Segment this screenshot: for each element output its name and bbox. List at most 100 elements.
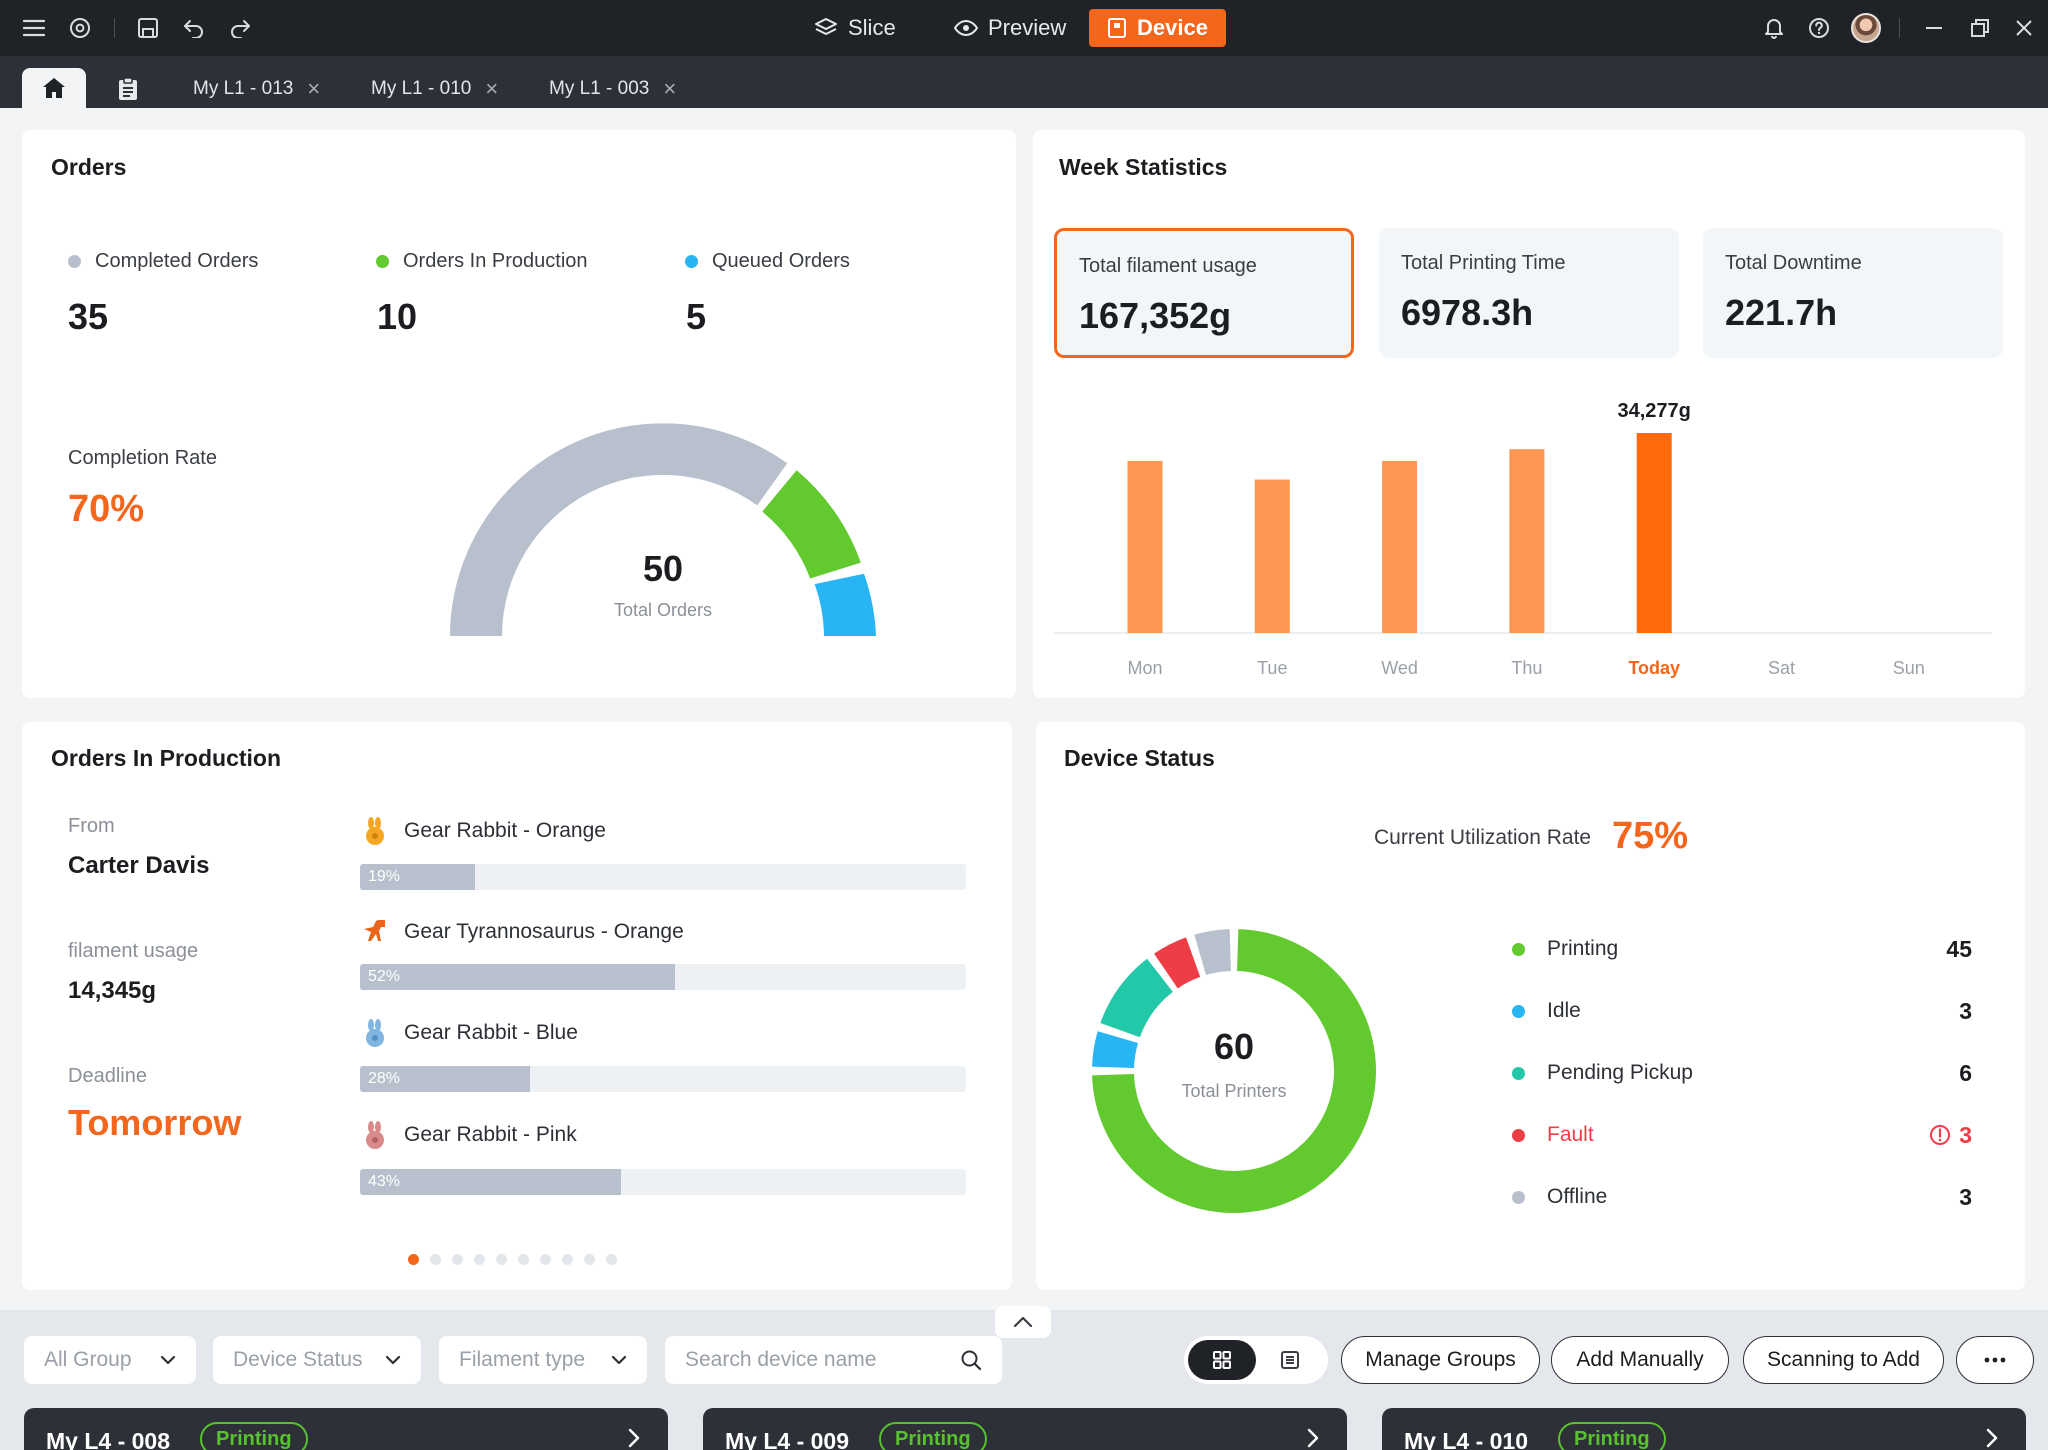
donut-segment[interactable] [1092,929,1376,1213]
filament-select[interactable]: Filament type [439,1336,647,1384]
deadline-label: Deadline [68,1065,147,1087]
save-icon[interactable] [134,14,162,42]
add-manually-button[interactable]: Add Manually [1551,1336,1729,1384]
chart-bar[interactable] [1636,433,1672,633]
in-production-value: 10 [377,296,418,337]
tab-device[interactable]: My L1 - 013 × [193,74,320,104]
tab-label: My L1 - 013 [193,78,294,99]
device-card[interactable]: My L4 - 008 Printing [24,1408,668,1450]
scan-to-add-button[interactable]: Scanning to Add [1743,1336,1944,1384]
production-card [22,722,1012,1290]
donut-segment[interactable] [1154,937,1201,989]
page-dot[interactable] [562,1254,573,1265]
collapse-panel-button[interactable] [995,1306,1051,1338]
mode-device-label: Device [1137,15,1208,40]
pagination-dots[interactable] [408,1254,617,1265]
downtime-stat[interactable]: Total Downtime 221.7h [1703,228,2003,358]
page-dot[interactable] [606,1254,617,1265]
chevron-right-icon[interactable] [628,1428,640,1448]
chart-bar[interactable] [1254,479,1290,633]
completed-orders-label: Completed Orders [68,250,258,273]
grid-icon [1213,1351,1231,1369]
group-select-value: All Group [44,1348,132,1371]
from-value: Carter Davis [68,852,210,879]
production-item: Gear Tyrannosaurus - Orange [360,917,684,947]
production-item: Gear Rabbit - Orange [360,816,606,846]
list-view-button[interactable] [1256,1340,1324,1380]
gauge-completed-segment [450,423,788,636]
stat-label-text: Queued Orders [712,250,850,272]
search-icon [961,1350,982,1371]
printing-time-stat[interactable]: Total Printing Time 6978.3h [1379,228,1679,358]
close-icon[interactable] [2010,14,2038,42]
tab-task-list[interactable] [108,72,148,106]
page-dot[interactable] [518,1254,529,1265]
divider [114,18,115,38]
tab-home[interactable] [22,68,86,108]
legend-dot [376,255,389,268]
tab-device[interactable]: My L1 - 003 × [549,74,676,104]
page-dot[interactable] [496,1254,507,1265]
chevron-down-icon [160,1355,176,1365]
search-input[interactable]: Search device name [665,1336,1002,1384]
legend-fault[interactable]: Fault 3 [1512,1120,1972,1150]
completed-orders-value: 35 [68,296,109,337]
manage-groups-button[interactable]: Manage Groups [1341,1336,1540,1384]
menu-icon[interactable] [20,14,48,42]
chevron-right-icon[interactable] [1986,1428,1998,1448]
page-dot[interactable] [474,1254,485,1265]
chart-bar[interactable] [1382,460,1418,633]
more-options-button[interactable] [1956,1336,2034,1384]
tab-device[interactable]: My L1 - 010 × [371,74,498,104]
close-tab-icon[interactable]: × [663,76,677,101]
help-icon[interactable] [1805,14,1833,42]
grid-view-button[interactable] [1188,1340,1256,1380]
chart-bar[interactable] [1127,460,1163,633]
legend-dot [1512,1128,1525,1142]
settings-icon[interactable] [66,14,94,42]
restore-icon[interactable] [1966,14,1994,42]
legend-idle: Idle 3 [1512,996,1972,1026]
bell-icon[interactable] [1760,14,1788,42]
page-dot[interactable] [584,1254,595,1265]
page-dot[interactable] [408,1254,419,1265]
stat-label: Total filament usage [1079,255,1257,277]
mode-slice-button[interactable]: Slice [796,9,914,47]
chevron-right-icon[interactable] [1307,1428,1319,1448]
page-dot[interactable] [430,1254,441,1265]
status-select[interactable]: Device Status [213,1336,421,1384]
page-dot[interactable] [452,1254,463,1265]
stat-label-text: Completed Orders [95,250,259,272]
chevron-up-icon [1013,1316,1033,1328]
minimize-icon[interactable] [1920,14,1948,42]
mode-preview-button[interactable]: Preview [936,9,1084,47]
mode-device-button[interactable]: Device [1089,9,1226,47]
avatar[interactable] [1851,13,1881,43]
group-select[interactable]: All Group [24,1336,196,1384]
production-progress-bar: 43% [360,1169,966,1195]
legend-label: Offline [1547,1185,1608,1208]
donut-segment[interactable] [1092,1031,1138,1068]
donut-total-label: Total Printers [1181,1081,1287,1101]
bar-data-label: 34,277g [1618,400,1691,422]
donut-segment[interactable] [1194,929,1231,975]
undo-icon[interactable] [180,14,208,42]
tab-label: My L1 - 003 [549,78,650,99]
redo-icon[interactable] [226,14,254,42]
view-toggle [1184,1336,1328,1384]
device-card[interactable]: My L4 - 010 Printing [1382,1408,2026,1450]
close-tab-icon[interactable]: × [307,76,321,101]
filament-usage-stat[interactable]: Total filament usage 167,352g [1054,228,1354,358]
stat-value: 167,352g [1079,295,1232,336]
legend-dot [1512,1190,1525,1204]
production-progress-bar: 19% [360,864,966,890]
close-tab-icon[interactable]: × [485,76,499,101]
filament-select-value: Filament type [459,1348,586,1371]
chart-bar[interactable] [1509,449,1545,633]
donut-segment[interactable] [1100,958,1173,1038]
legend-dot [1512,942,1525,956]
legend-pending-pickup: Pending Pickup 6 [1512,1058,1972,1088]
device-card[interactable]: My L4 - 009 Printing [703,1408,1347,1450]
production-item: Gear Rabbit - Blue [360,1018,578,1048]
page-dot[interactable] [540,1254,551,1265]
